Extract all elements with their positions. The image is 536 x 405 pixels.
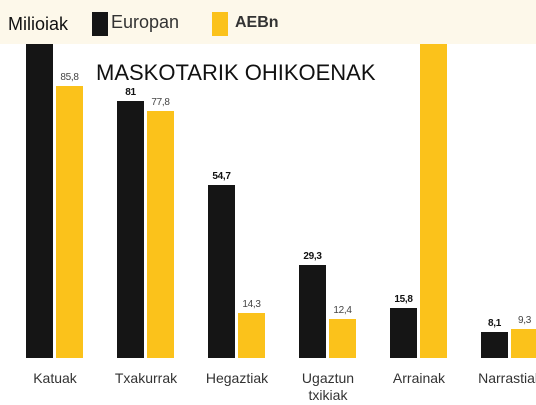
bar	[117, 101, 144, 358]
value-label: 14,3	[232, 299, 272, 310]
legend-swatch	[212, 12, 228, 36]
value-label: 9,3	[505, 315, 536, 326]
x-tick-label: Arrainak	[379, 370, 459, 387]
value-label: 15,8	[384, 294, 424, 305]
legend-swatch	[92, 12, 108, 36]
value-label: 85,8	[50, 72, 90, 83]
bar	[481, 332, 508, 358]
bar	[511, 329, 536, 358]
bar	[26, 19, 53, 358]
bar	[56, 86, 83, 358]
value-label: 29,3	[293, 251, 333, 262]
value-label: 12,4	[323, 305, 363, 316]
chart: Milioiak Europan AEBn MASKOTARIK OHIKOEN…	[0, 0, 536, 405]
legend-label: Europan	[111, 12, 179, 33]
bar	[208, 185, 235, 358]
bar	[390, 308, 417, 358]
bar	[420, 25, 447, 358]
chart-title: MASKOTARIK OHIKOENAK	[96, 60, 376, 86]
bar	[238, 313, 265, 358]
x-tick-label: Katuak	[15, 370, 95, 387]
x-tick-label: Hegaztiak	[197, 370, 277, 387]
bar	[329, 319, 356, 358]
x-tick-label: Ugaztun txikiak	[288, 370, 368, 404]
value-label: 77,8	[141, 97, 181, 108]
value-label: 54,7	[202, 171, 242, 182]
x-tick-label: Narrastiak	[470, 370, 536, 387]
legend-label: AEBn	[235, 14, 279, 32]
legend: Milioiak Europan AEBn	[0, 0, 536, 44]
legend-unit: Milioiak	[8, 14, 68, 35]
bar	[147, 111, 174, 358]
x-tick-label: Txakurrak	[106, 370, 186, 387]
